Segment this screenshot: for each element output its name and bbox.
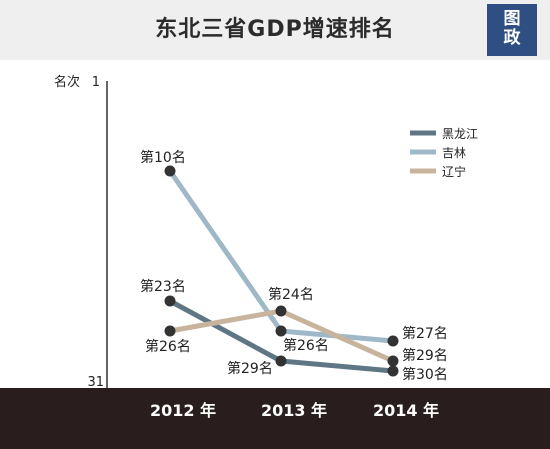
data-label-s2-p2: 第26名 (283, 337, 329, 354)
data-label-s1-p2: 第29名 (227, 360, 273, 377)
data-label-s2-p3: 第27名 (402, 325, 448, 342)
data-point-s2-p3 (387, 335, 399, 347)
logo-badge-char-2: 政 (503, 28, 521, 48)
legend-label-3: 辽宁 (442, 164, 466, 179)
data-point-s3-p1 (164, 325, 176, 337)
data-point-s2-p2 (275, 325, 287, 337)
legend-label-1: 黑龙江 (442, 127, 478, 141)
chart-title: 东北三省GDP增速排名 (155, 17, 395, 42)
data-point-s3-p3 (387, 355, 399, 367)
data-point-s2-p1 (164, 165, 176, 177)
title-bar (0, 0, 550, 60)
data-point-s1-p3 (387, 365, 399, 377)
y-tick-top: 1 (92, 75, 100, 90)
data-point-s3-p2 (275, 305, 287, 317)
y-tick-bottom: 31 (87, 375, 104, 390)
data-label-s1-p1: 第23名 (140, 278, 186, 295)
data-point-s1-p1 (164, 295, 176, 307)
x-tick-label-2: 2013 年 (261, 401, 327, 420)
data-label-s3-p1: 第26名 (145, 338, 191, 355)
data-label-s2-p1: 第10名 (140, 149, 186, 166)
data-label-s3-p3: 第29名 (402, 347, 448, 364)
x-tick-label-3: 2014 年 (373, 401, 439, 420)
x-tick-layer: 2012 年 2013 年 2014 年 (150, 401, 439, 420)
x-axis-band (0, 388, 550, 449)
data-point-s1-p2 (275, 355, 287, 367)
legend-label-2: 吉林 (442, 146, 466, 160)
series-layer (167, 168, 396, 374)
logo-badge: 图 政 (487, 4, 537, 56)
data-label-s3-p2: 第24名 (268, 286, 314, 303)
y-axis-title: 名次 (54, 74, 80, 90)
logo-badge-char-1: 图 (503, 9, 521, 29)
data-label-s1-p3: 第30名 (402, 366, 448, 383)
x-tick-label-1: 2012 年 (150, 401, 216, 420)
